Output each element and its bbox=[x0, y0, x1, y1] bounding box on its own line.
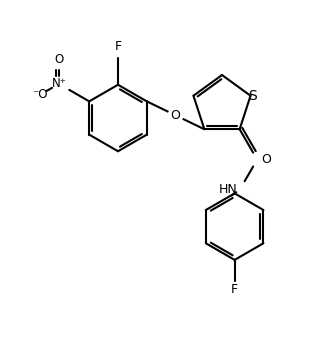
Text: ⁻O: ⁻O bbox=[32, 88, 48, 101]
Text: N⁺: N⁺ bbox=[51, 77, 66, 90]
Text: O: O bbox=[170, 109, 180, 122]
Text: O: O bbox=[261, 153, 271, 166]
Text: HN: HN bbox=[219, 183, 238, 197]
Text: S: S bbox=[248, 89, 257, 103]
Text: F: F bbox=[114, 40, 122, 53]
Text: O: O bbox=[54, 53, 64, 66]
Text: F: F bbox=[231, 283, 238, 296]
